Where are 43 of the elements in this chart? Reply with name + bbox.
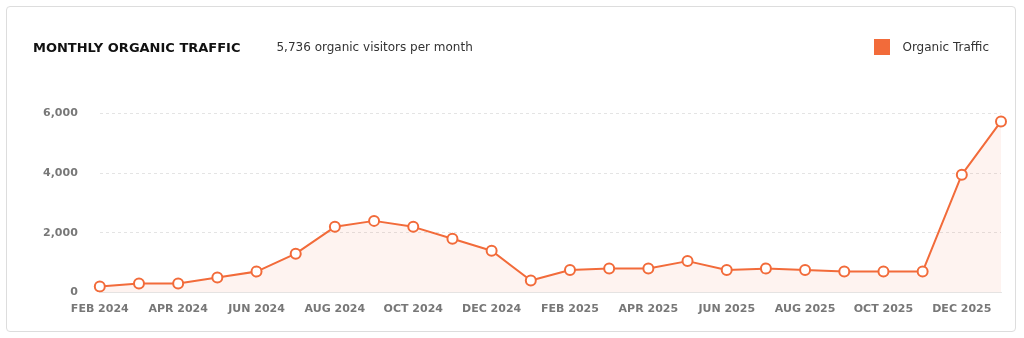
point xyxy=(368,214,381,227)
x-tick-label: AUG 2025 xyxy=(774,301,836,315)
x-tick-label: OCT 2024 xyxy=(383,301,444,315)
point xyxy=(759,262,772,275)
x-tick-label: FEB 2024 xyxy=(70,301,130,315)
point xyxy=(524,274,537,287)
y-tick-label: 2,000 xyxy=(43,225,79,239)
x-tick-label: JUN 2024 xyxy=(227,301,286,315)
x-tick-label: DEC 2024 xyxy=(462,301,522,315)
point xyxy=(93,280,106,293)
point xyxy=(132,277,145,290)
x-tick-label: APR 2024 xyxy=(148,301,209,315)
point xyxy=(485,244,498,257)
point xyxy=(250,265,263,278)
point xyxy=(328,220,341,233)
point xyxy=(799,264,812,277)
y-tick-label: 0 xyxy=(70,285,79,299)
point xyxy=(995,115,1007,128)
x-tick-label: JUN 2025 xyxy=(697,301,756,315)
x-tick-label: AUG 2024 xyxy=(304,301,366,315)
x-tick-label: DEC 2025 xyxy=(932,301,992,315)
x-tick-label: APR 2025 xyxy=(618,301,679,315)
point xyxy=(838,265,851,278)
y-tick-label: 6,000 xyxy=(43,106,79,120)
point xyxy=(603,262,616,275)
chart-title: MONTHLY ORGANIC TRAFFIC xyxy=(33,39,241,55)
point xyxy=(446,232,459,245)
point xyxy=(211,271,224,284)
point xyxy=(681,255,694,268)
x-tick-label: FEB 2025 xyxy=(541,301,599,315)
legend-label: Organic Traffic xyxy=(902,40,989,54)
point xyxy=(563,264,576,277)
point xyxy=(877,265,890,278)
point xyxy=(172,277,185,290)
point xyxy=(720,264,733,277)
x-tick-label: OCT 2025 xyxy=(853,301,914,315)
point xyxy=(642,262,655,275)
point xyxy=(289,247,302,260)
chart-subtitle: 5,736 organic visitors per month xyxy=(276,40,473,54)
y-tick-label: 4,000 xyxy=(43,166,79,180)
point xyxy=(955,168,968,181)
point xyxy=(407,220,420,233)
point xyxy=(916,265,929,278)
